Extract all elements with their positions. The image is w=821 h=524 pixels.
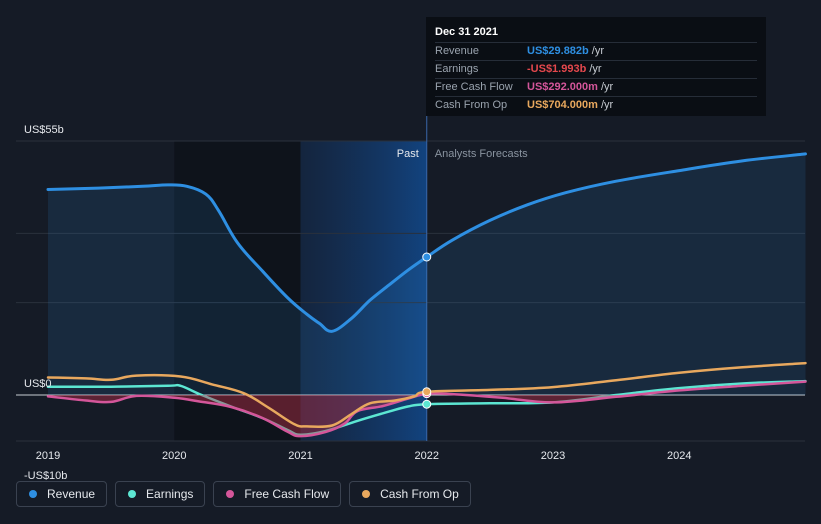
- tooltip-date: Dec 31 2021: [435, 26, 498, 38]
- area-revenue: [48, 153, 806, 395]
- highlight-point-cash-from-op: [422, 387, 432, 397]
- x-tick-label: 2021: [288, 450, 312, 462]
- y-tick-label: US$0: [24, 378, 52, 390]
- tooltip-unit: /yr: [589, 63, 602, 75]
- legend-label: Cash From Op: [380, 487, 459, 501]
- legend-item-cash-from-op[interactable]: Cash From Op: [349, 481, 471, 507]
- legend-item-revenue[interactable]: Revenue: [16, 481, 108, 507]
- tooltip-label: Earnings: [435, 63, 479, 75]
- legend-dot-icon: [362, 490, 371, 498]
- series-line-revenue: [46, 152, 807, 333]
- tooltip-value: -US$1.993b: [527, 63, 587, 75]
- tooltip-unit: /yr: [591, 45, 604, 57]
- negative-area-free-cash-flow: [48, 395, 806, 437]
- tooltip-row-revenue: Revenue US$29.882b /yr: [435, 42, 757, 60]
- x-tick-label: 2022: [415, 450, 439, 462]
- y-tick-label: US$55b: [24, 124, 64, 136]
- legend-item-free-cash-flow[interactable]: Free Cash Flow: [213, 481, 342, 507]
- legend-dot-icon: [128, 490, 137, 498]
- past-region-highlight: [300, 141, 427, 441]
- tooltip-value: US$292.000m: [527, 81, 598, 93]
- legend-label: Earnings: [146, 487, 194, 501]
- legend-dot-icon: [29, 490, 37, 498]
- forecast-label: Analysts Forecasts: [435, 148, 528, 160]
- legend-label: Revenue: [47, 487, 96, 501]
- highlight-point-earnings: [422, 399, 432, 409]
- tooltip-unit: /yr: [600, 81, 614, 93]
- tooltip-row-earnings: Earnings -US$1.993b /yr: [435, 60, 757, 78]
- legend-label: Free Cash Flow: [244, 487, 330, 501]
- x-tick-label: 2019: [36, 450, 60, 462]
- tooltip-label: Cash From Op: [435, 99, 508, 111]
- y-tick-label: -US$10b: [24, 470, 67, 482]
- tooltip-row-cash-from-op: Cash From Op US$704.000m /yr: [435, 96, 757, 114]
- legend-item-earnings[interactable]: Earnings: [115, 481, 206, 507]
- x-tick-label: 2024: [667, 450, 691, 462]
- legend-dot-icon: [226, 490, 235, 498]
- series-line-cash-from-op: [46, 361, 807, 429]
- tooltip-value: US$704.000m: [527, 99, 598, 111]
- legend: Revenue Earnings Free Cash Flow Cash Fro…: [16, 481, 471, 507]
- x-tick-label: 2020: [162, 450, 186, 462]
- tooltip-label: Free Cash Flow: [435, 81, 513, 93]
- series-line-free-cash-flow: [46, 380, 807, 438]
- x-tick-label: 2023: [541, 450, 565, 462]
- tooltip: Dec 31 2021 Revenue US$29.882b /yr Earni…: [426, 17, 766, 116]
- tooltip-row-free-cash-flow: Free Cash Flow US$292.000m /yr: [435, 78, 757, 96]
- tooltip-unit: /yr: [600, 99, 614, 111]
- past-label: Past: [397, 148, 419, 160]
- tooltip-value: US$29.882b: [527, 45, 589, 57]
- tooltip-label: Revenue: [435, 45, 480, 57]
- highlight-point-revenue: [422, 252, 432, 262]
